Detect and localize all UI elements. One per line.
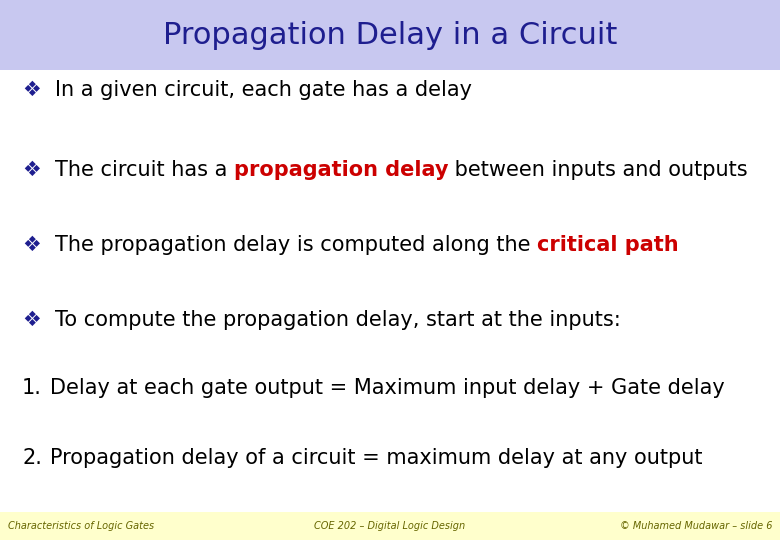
Text: The circuit has a: The circuit has a: [55, 160, 234, 180]
Text: 2.: 2.: [22, 448, 42, 468]
Text: ❖: ❖: [22, 235, 41, 255]
FancyBboxPatch shape: [0, 0, 780, 70]
Text: ❖: ❖: [22, 160, 41, 180]
Text: Delay at each gate output = Maximum input delay + Gate delay: Delay at each gate output = Maximum inpu…: [50, 378, 725, 398]
Text: Propagation Delay in a Circuit: Propagation Delay in a Circuit: [163, 21, 617, 50]
Text: In a given circuit, each gate has a delay: In a given circuit, each gate has a dela…: [55, 80, 472, 100]
Text: Characteristics of Logic Gates: Characteristics of Logic Gates: [8, 521, 154, 531]
Text: © Muhamed Mudawar – slide 6: © Muhamed Mudawar – slide 6: [619, 521, 772, 531]
Text: ❖: ❖: [22, 310, 41, 330]
Text: To compute the propagation delay, start at the inputs:: To compute the propagation delay, start …: [55, 310, 621, 330]
Text: critical path: critical path: [537, 235, 679, 255]
Text: Propagation delay of a circuit = maximum delay at any output: Propagation delay of a circuit = maximum…: [50, 448, 703, 468]
Text: COE 202 – Digital Logic Design: COE 202 – Digital Logic Design: [314, 521, 466, 531]
Text: between inputs and outputs: between inputs and outputs: [448, 160, 748, 180]
FancyBboxPatch shape: [0, 512, 780, 540]
Text: 1.: 1.: [22, 378, 42, 398]
Text: propagation delay: propagation delay: [234, 160, 448, 180]
Text: The propagation delay is computed along the: The propagation delay is computed along …: [55, 235, 537, 255]
Text: ❖: ❖: [22, 80, 41, 100]
